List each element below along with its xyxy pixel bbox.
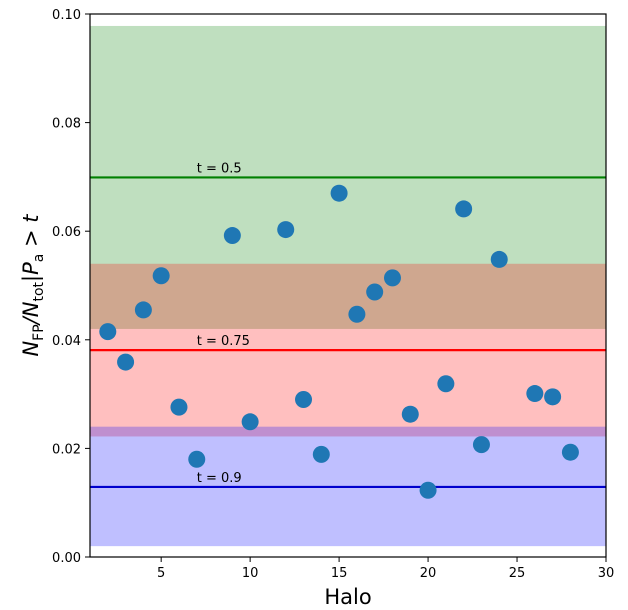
data-point: [152, 267, 170, 285]
data-point: [419, 481, 437, 499]
data-point: [455, 200, 473, 218]
data-point: [188, 450, 206, 468]
plot-area-frame: [89, 13, 607, 558]
y-tick-label: 0.06: [52, 225, 81, 240]
y-label-sub-tot: tot: [31, 281, 47, 301]
y-label-sub-a: a: [31, 254, 47, 263]
data-point: [134, 301, 152, 319]
y-axis: 0.00 0.02 0.04 0.06 0.08 0.10: [52, 8, 90, 566]
data-point: [561, 443, 579, 461]
data-point: [99, 323, 117, 341]
x-tick-label: 30: [598, 566, 615, 581]
y-tick-label: 0.08: [52, 117, 81, 132]
threshold-lines: t = 0.5 t = 0.75 t = 0.9: [90, 161, 606, 489]
y-axis-label: NFP/Ntot|Pa > t: [19, 214, 47, 357]
data-point: [330, 184, 348, 202]
x-tick-label: 15: [331, 566, 348, 581]
data-point: [437, 375, 455, 393]
x-axis: 5 10 15 20 25 30: [157, 557, 614, 581]
data-point: [490, 250, 508, 268]
y-tick-label: 0.02: [52, 442, 81, 457]
y-label-gt-t: > t: [19, 214, 43, 254]
data-point: [312, 445, 330, 463]
data-point: [295, 391, 313, 409]
data-point: [472, 436, 490, 454]
y-tick-label: 0.04: [52, 334, 81, 349]
data-point: [526, 385, 544, 403]
y-label-sub-fp: FP: [31, 324, 47, 341]
data-point: [383, 269, 401, 287]
y-label-bar-p: |P: [19, 262, 44, 282]
x-axis-label: Halo: [324, 585, 371, 609]
x-tick-label: 5: [157, 566, 165, 581]
confidence-bands: [90, 25, 606, 547]
data-point: [401, 405, 419, 423]
x-tick-label: 25: [509, 566, 526, 581]
threshold-label-1: t = 0.75: [197, 334, 250, 349]
data-point: [170, 398, 188, 416]
data-point: [223, 227, 241, 245]
data-point: [241, 413, 259, 431]
data-point: [117, 353, 135, 371]
data-point: [277, 221, 295, 239]
y-label-slash-n: /N: [19, 301, 43, 326]
data-point: [544, 388, 562, 406]
x-tick-label: 10: [242, 566, 259, 581]
y-tick-label: 0.00: [52, 551, 81, 566]
data-point: [348, 305, 366, 323]
y-label-n: N: [19, 341, 43, 357]
data-point: [366, 283, 384, 301]
x-tick-label: 20: [420, 566, 437, 581]
y-tick-label: 0.10: [52, 8, 81, 23]
threshold-label-2: t = 0.9: [197, 471, 242, 486]
data-points: [99, 184, 579, 499]
threshold-label-0: t = 0.5: [197, 161, 242, 176]
